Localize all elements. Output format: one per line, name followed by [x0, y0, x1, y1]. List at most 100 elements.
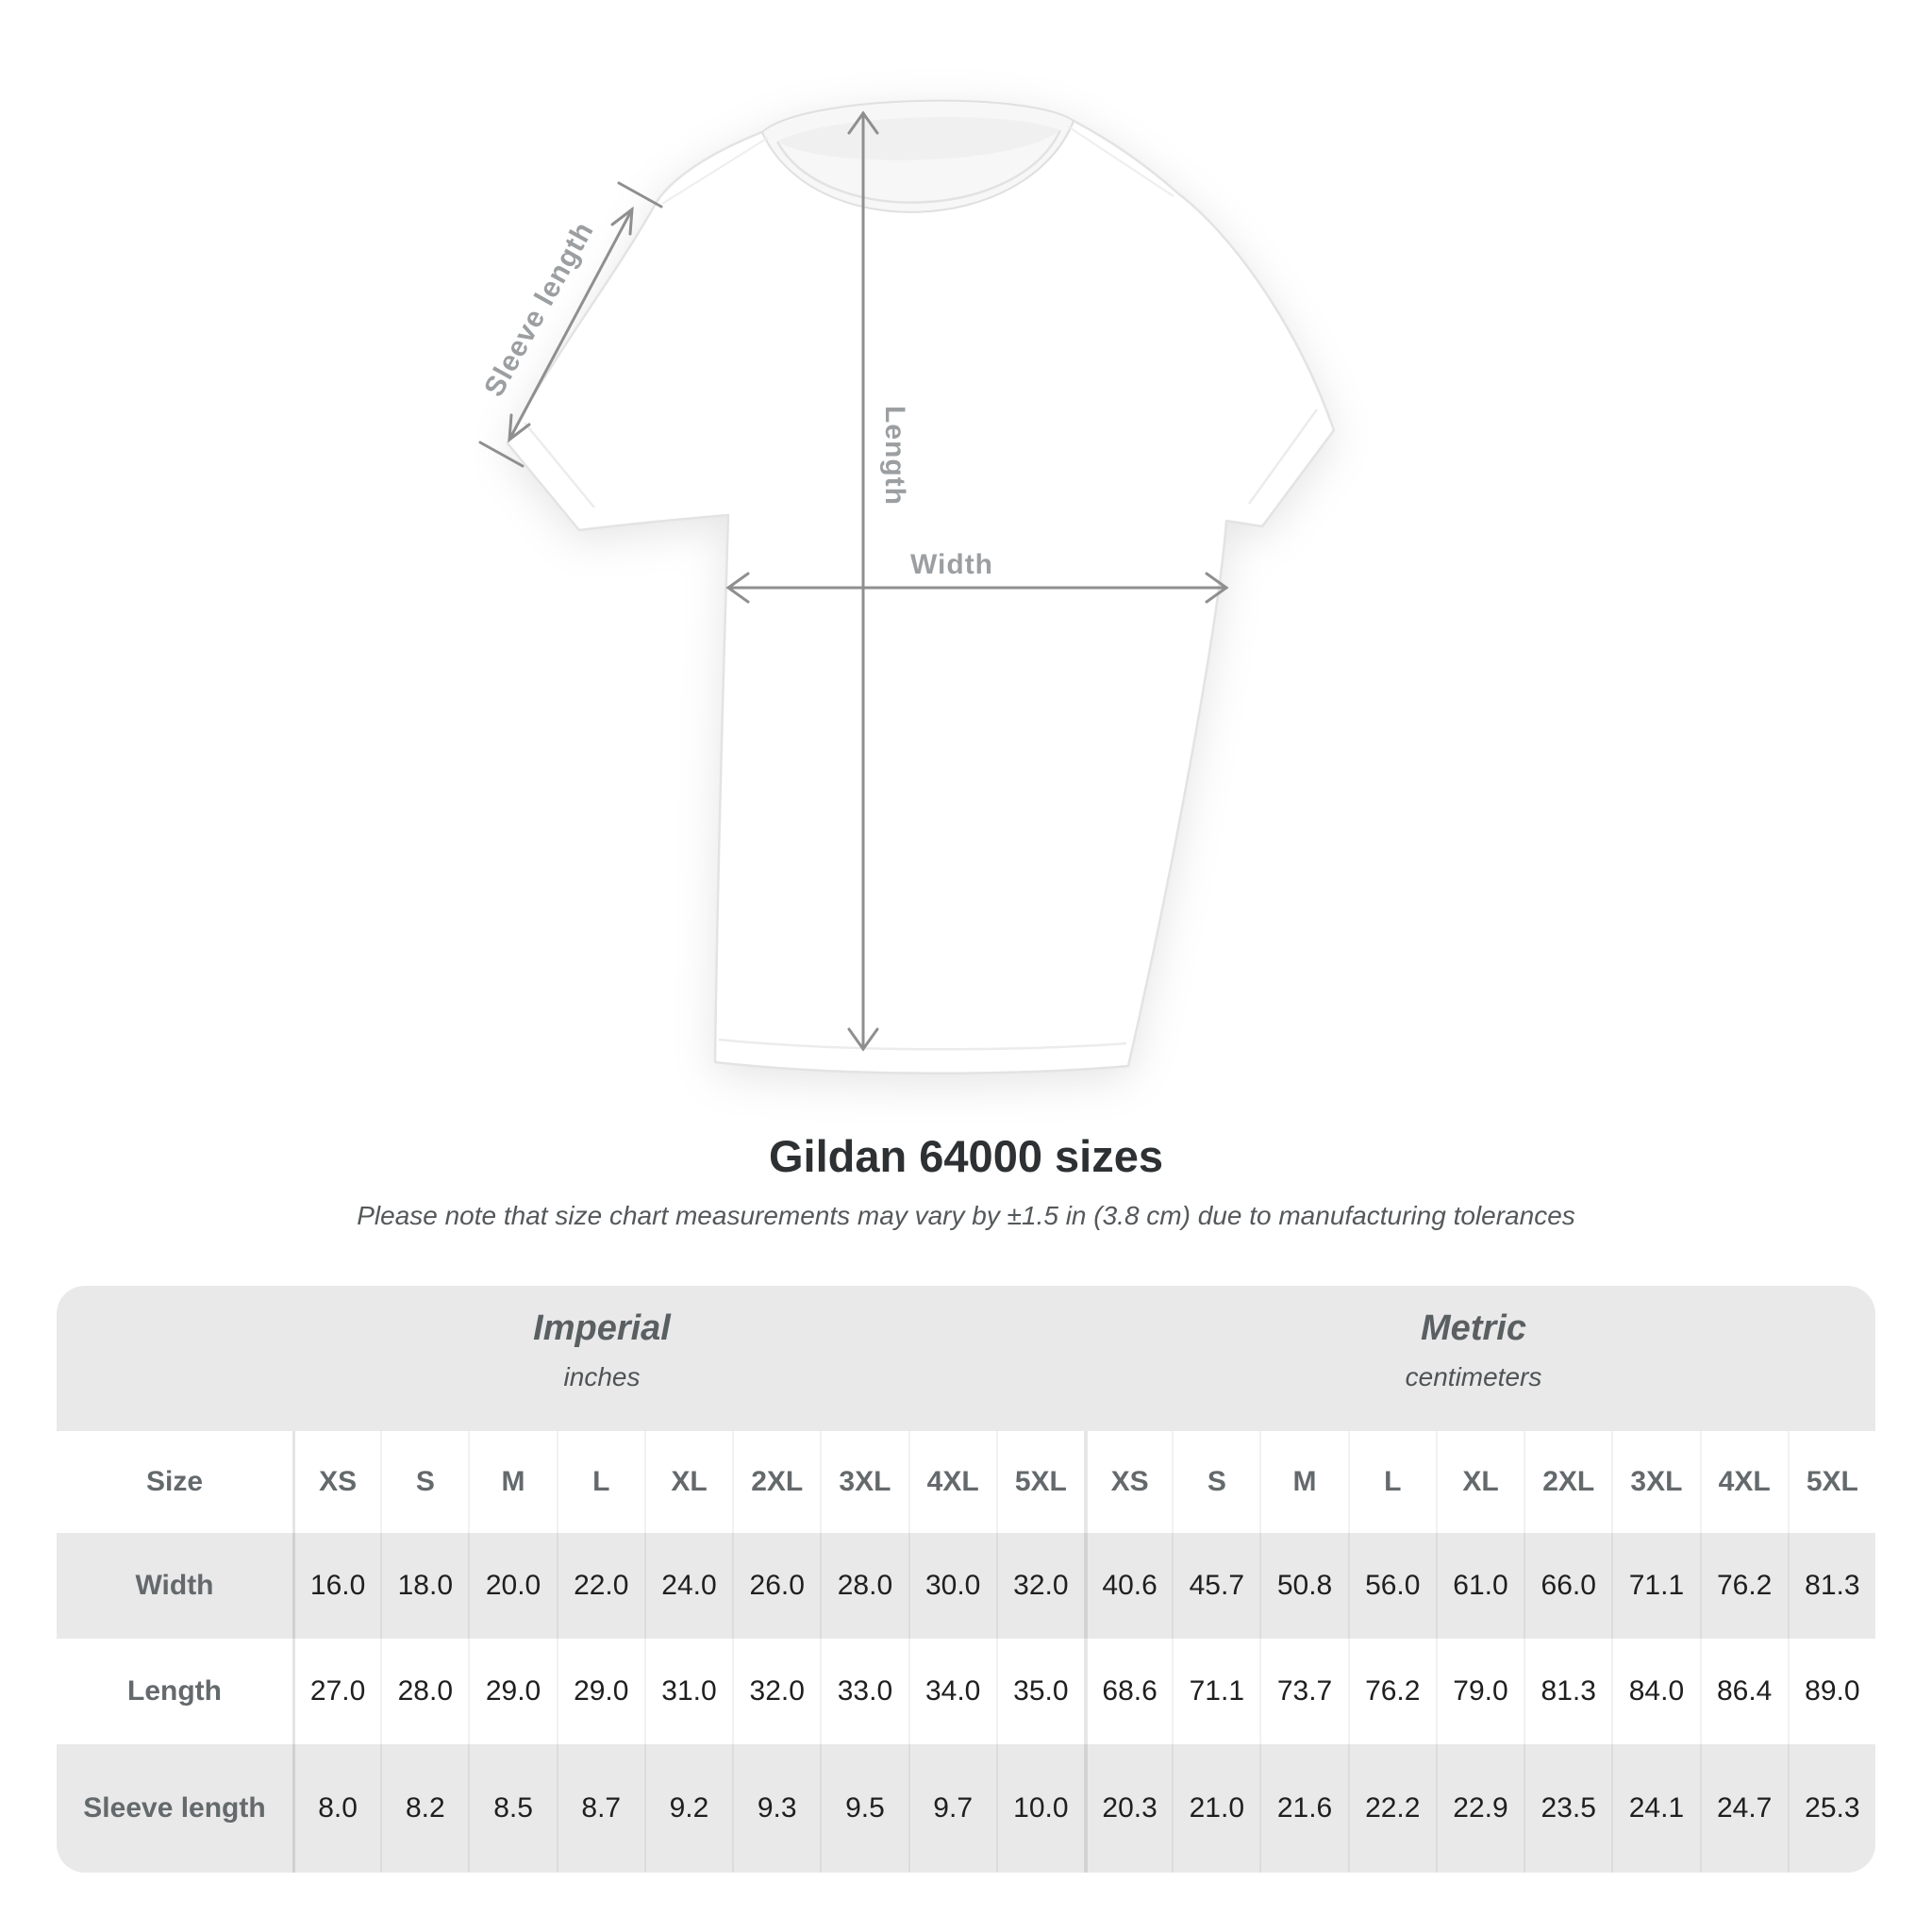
row-label: Sleeve length	[83, 1792, 266, 1824]
measurement-cell-metric: 25.3	[1787, 1744, 1875, 1873]
measurement-cell-metric: 24.7	[1699, 1744, 1788, 1873]
size-header-imperial: XS	[292, 1431, 381, 1533]
length-arrow-head-bottom	[847, 1027, 879, 1052]
measurement-cell-imperial: 8.5	[468, 1744, 556, 1873]
size-header-metric: 3XL	[1611, 1431, 1700, 1533]
measurement-cell-metric: 50.8	[1259, 1533, 1347, 1639]
measurement-cell-metric: 23.5	[1524, 1744, 1611, 1873]
tshirt-body	[506, 119, 1336, 1075]
measurement-cell-metric: 66.0	[1524, 1533, 1611, 1639]
measurement-cell-imperial: 9.2	[643, 1744, 732, 1873]
size-header-imperial: 5XL	[995, 1431, 1084, 1533]
sleeve-arrow-head-bottom	[508, 413, 531, 443]
size-header-imperial: 3XL	[820, 1431, 908, 1533]
width-arrow-head-right	[1205, 572, 1229, 604]
measurement-cell-imperial: 24.0	[643, 1533, 732, 1639]
measurement-cell-imperial: 34.0	[908, 1639, 996, 1744]
size-header-metric: 2XL	[1524, 1431, 1612, 1533]
sleeve-arrow-tick-bottom	[478, 441, 525, 468]
row-label: Width	[135, 1570, 214, 1601]
size-header-metric: 5XL	[1787, 1431, 1875, 1533]
measurement-cell-imperial: 16.0	[292, 1533, 380, 1639]
size-header-imperial: XL	[643, 1431, 733, 1533]
measurement-cell-imperial: 35.0	[995, 1639, 1084, 1744]
size-header-imperial: S	[380, 1431, 469, 1533]
measurement-cell-imperial: 8.7	[556, 1744, 644, 1873]
measurement-cell-imperial: 22.0	[556, 1533, 644, 1639]
measurement-arrows	[478, 110, 1229, 1052]
sleeve-arrow-tick-top	[617, 181, 663, 208]
measurement-cell-metric: 76.2	[1347, 1639, 1436, 1744]
sleeve-arrow-head-top	[610, 206, 634, 236]
row-label: Length	[57, 1639, 292, 1744]
measurement-cell-imperial: 28.0	[820, 1533, 908, 1639]
measurement-cell-metric: 89.0	[1787, 1639, 1875, 1744]
measurement-cell-metric: 21.6	[1259, 1744, 1347, 1873]
measurement-cell-imperial: 27.0	[292, 1639, 381, 1744]
metric-unit-name: Metric	[1421, 1308, 1526, 1348]
measurement-cell-metric: 22.9	[1435, 1744, 1524, 1873]
metric-unit-header: Metric centimeters	[1406, 1308, 1542, 1392]
right-shoulder-seam	[1067, 125, 1174, 197]
measurement-cell-metric: 68.6	[1083, 1639, 1173, 1744]
measurement-cell-imperial: 9.7	[908, 1744, 996, 1873]
measurement-cell-imperial: 9.3	[732, 1744, 820, 1873]
size-header-metric: XS	[1083, 1431, 1173, 1533]
units-band: Imperial inches Metric centimeters	[57, 1286, 1875, 1431]
measurement-cell-metric: 71.1	[1611, 1533, 1699, 1639]
measurement-cell-metric: 24.1	[1611, 1744, 1699, 1873]
measurement-cell-imperial: 9.5	[820, 1744, 908, 1873]
length-label: Length	[879, 406, 910, 506]
size-header-metric: L	[1347, 1431, 1436, 1533]
size-header-imperial: 2XL	[732, 1431, 821, 1533]
measurement-cell-metric: 20.3	[1083, 1744, 1172, 1873]
measurement-cell-metric: 81.3	[1524, 1639, 1612, 1744]
measurement-cell-imperial: 10.0	[995, 1744, 1084, 1873]
measurement-cell-imperial: 8.2	[380, 1744, 468, 1873]
measurement-cell-imperial: 32.0	[732, 1639, 821, 1744]
measurement-cell-imperial: 8.0	[292, 1744, 380, 1873]
size-table: Imperial inches Metric centimeters Size X…	[57, 1286, 1875, 1873]
size-column-header: Size	[57, 1431, 292, 1533]
imperial-unit-header: Imperial inches	[533, 1308, 671, 1392]
measurement-cell-metric: 76.2	[1699, 1533, 1788, 1639]
tolerance-note: Please note that size chart measurements…	[357, 1201, 1575, 1230]
measurement-cell-metric: 73.7	[1259, 1639, 1348, 1744]
measurement-cell-imperial: 28.0	[380, 1639, 469, 1744]
size-header-metric: S	[1172, 1431, 1260, 1533]
size-header-imperial: 4XL	[908, 1431, 996, 1533]
right-cuff-seam	[1247, 408, 1319, 505]
measurement-cell-imperial: 32.0	[995, 1533, 1084, 1639]
metric-unit-subtitle: centimeters	[1405, 1362, 1542, 1391]
width-arrow-head-left	[725, 572, 750, 604]
measurement-cell-metric: 79.0	[1435, 1639, 1524, 1744]
left-cuff-seam	[524, 422, 595, 508]
measurement-cell-metric: 45.7	[1172, 1533, 1259, 1639]
size-grid: Size XS S M L XL 2XL 3XL 4XL 5XL XS S M L XL 2XL 3XL 4XL 5…	[57, 1431, 1875, 1873]
measurement-cell-metric: 84.0	[1611, 1639, 1700, 1744]
tshirt-illustration	[478, 99, 1336, 1075]
measurement-cell-metric: 22.2	[1347, 1744, 1436, 1873]
hem-seam	[718, 1038, 1127, 1051]
left-shoulder-seam	[661, 137, 769, 205]
measurement-cell-imperial: 20.0	[468, 1533, 556, 1639]
size-header-imperial: L	[556, 1431, 644, 1533]
measurement-cell-metric: 56.0	[1347, 1533, 1436, 1639]
size-header-metric: XL	[1435, 1431, 1524, 1533]
measurement-cell-imperial: 30.0	[908, 1533, 996, 1639]
measurement-cell-metric: 21.0	[1172, 1744, 1259, 1873]
measurement-cell-metric: 61.0	[1435, 1533, 1524, 1639]
measurement-cell-imperial: 26.0	[732, 1533, 820, 1639]
length-arrow-head-top	[847, 110, 879, 135]
size-header-imperial: M	[468, 1431, 557, 1533]
measurement-cell-metric: 40.6	[1083, 1533, 1172, 1639]
measurement-cell-metric: 81.3	[1787, 1533, 1875, 1639]
measurement-cell-imperial: 29.0	[556, 1639, 644, 1744]
size-header-metric: 4XL	[1699, 1431, 1788, 1533]
size-header-metric: M	[1259, 1431, 1348, 1533]
page-title: Gildan 64000 sizes	[768, 1131, 1164, 1181]
measurement-cell-imperial: 18.0	[380, 1533, 468, 1639]
imperial-unit-subtitle: inches	[563, 1362, 641, 1391]
width-label: Width	[909, 549, 994, 580]
